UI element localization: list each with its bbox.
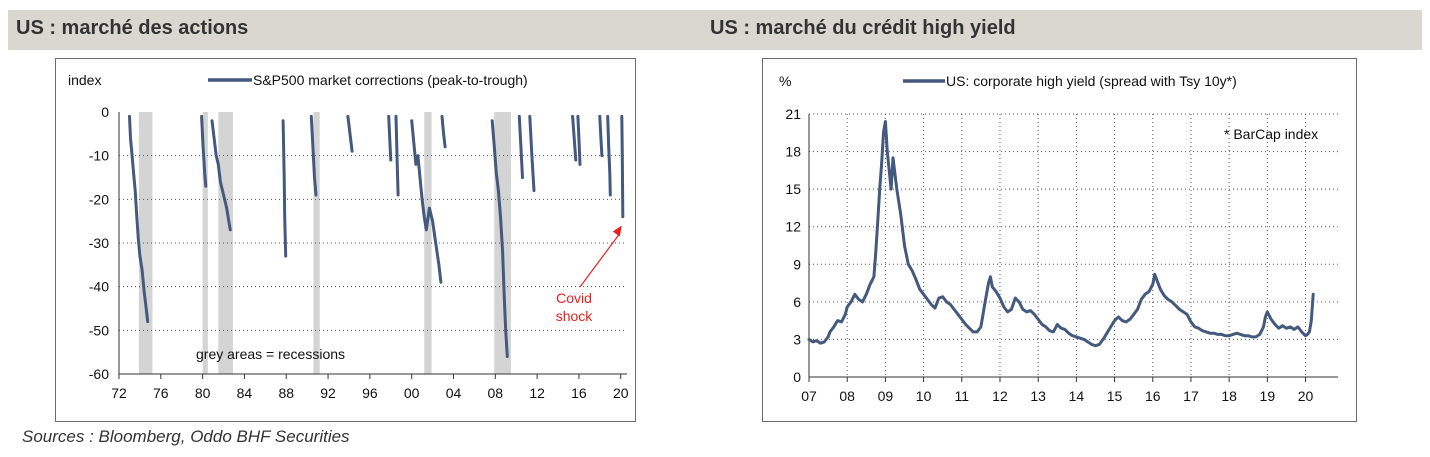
- y-tick-label: -20: [89, 191, 109, 207]
- correction-line: [281, 119, 288, 258]
- legend-label: US: corporate high yield (spread with Ts…: [946, 73, 1237, 89]
- x-tick-label: 20: [1298, 388, 1314, 404]
- x-tick-label: 07: [801, 388, 817, 404]
- annotation-line-1: Covid: [556, 290, 592, 306]
- x-tick-label: 00: [404, 385, 420, 401]
- right-panel-title: US : marché du crédit high yield: [710, 17, 1016, 39]
- annotation-arrow: [579, 233, 621, 288]
- recession-band: [202, 112, 208, 374]
- y-tick-label: 9: [793, 256, 801, 272]
- x-tick-label: 17: [1183, 388, 1199, 404]
- y-tick-label: 21: [785, 106, 801, 122]
- y-axis-label: %: [779, 73, 791, 89]
- recession-band: [313, 112, 320, 374]
- y-tick-label: 12: [785, 219, 801, 235]
- correction-line: [440, 114, 447, 149]
- credit-chart-svg: 0 3 6 9 12 15 18 21 07 08 09 10 11 12 13 14 15 16 17 18 19 20…: [779, 73, 1338, 404]
- x-tick-label: 80: [195, 385, 211, 401]
- x-tick-label: 13: [1030, 388, 1046, 404]
- y-tick-label: -50: [89, 322, 109, 338]
- x-tick-label: 12: [529, 385, 545, 401]
- correction-line: [210, 119, 232, 232]
- x-tick-label: 08: [488, 385, 504, 401]
- correction-line: [346, 114, 354, 153]
- x-tick-label: 12: [992, 388, 1008, 404]
- y-tick-label: -60: [89, 366, 109, 382]
- y-tick-label: 18: [785, 144, 801, 160]
- correction-line: [620, 114, 625, 219]
- recession-band: [218, 112, 233, 374]
- x-tick-label: 11: [955, 388, 970, 404]
- correction-line: [490, 119, 509, 358]
- x-tick-label: 18: [1221, 388, 1237, 404]
- x-tick-label: 88: [278, 385, 294, 401]
- equity-chart: 0 -10 -20 -30 -40 -50 -60 72 76 80 84 88 92 96 00 04 08 1…: [55, 58, 636, 422]
- x-tick-label: 10: [916, 388, 932, 404]
- correction-line: [394, 114, 400, 197]
- correction-line: [410, 119, 443, 284]
- x-tick-label: 15: [1107, 388, 1123, 404]
- left-panel-header: US : marché des actions: [8, 10, 708, 50]
- correction-line: [128, 114, 150, 324]
- hy-spread-line: [807, 120, 1315, 348]
- index-note: * BarCap index: [1224, 126, 1318, 142]
- x-tick-label: 72: [111, 385, 127, 401]
- y-axis-label: index: [68, 72, 101, 88]
- annotation-arrowhead: [612, 225, 622, 237]
- y-tick-label: -30: [89, 235, 109, 251]
- y-tick-label: -40: [89, 279, 109, 295]
- x-tick-label: 09: [878, 388, 894, 404]
- correction-line: [571, 114, 578, 162]
- recession-band: [138, 112, 153, 374]
- correction-line: [200, 114, 208, 188]
- recession-note: grey areas = recessions: [196, 346, 345, 362]
- x-tick-label: 19: [1260, 388, 1276, 404]
- y-tick-label: -10: [89, 148, 109, 164]
- correction-line: [576, 114, 582, 166]
- x-tick-label: 16: [1145, 388, 1161, 404]
- left-panel-title: US : marché des actions: [16, 17, 249, 39]
- y-tick-label: 0: [793, 369, 801, 385]
- annotation-line-2: shock: [556, 308, 594, 324]
- correction-line: [606, 114, 612, 197]
- x-tick-label: 76: [153, 385, 169, 401]
- y-tick-label: 0: [101, 104, 109, 120]
- x-tick-label: 08: [839, 388, 855, 404]
- correction-line: [309, 114, 318, 197]
- y-tick-label: 6: [793, 294, 801, 310]
- x-tick-label: 84: [237, 385, 253, 401]
- correction-line: [528, 114, 536, 193]
- credit-chart: 0 3 6 9 12 15 18 21 07 08 09 10 11 12 13 14 15 16 17 18 19 20…: [762, 58, 1357, 422]
- x-tick-label: 14: [1069, 388, 1085, 404]
- x-tick-label: 16: [571, 385, 587, 401]
- x-tick-label: 20: [613, 385, 629, 401]
- correction-line: [517, 114, 524, 179]
- y-tick-label: 3: [793, 331, 801, 347]
- right-panel-header: US : marché du crédit high yield: [700, 10, 1422, 50]
- correction-line: [387, 114, 393, 162]
- y-tick-label: 15: [785, 181, 801, 197]
- x-tick-label: 04: [446, 385, 462, 401]
- x-tick-label: 92: [320, 385, 336, 401]
- x-tick-label: 96: [362, 385, 378, 401]
- correction-line: [598, 114, 604, 158]
- legend-label: S&P500 market corrections (peak-to-troug…: [253, 72, 528, 88]
- sources-note: Sources : Bloomberg, Oddo BHF Securities: [22, 427, 350, 446]
